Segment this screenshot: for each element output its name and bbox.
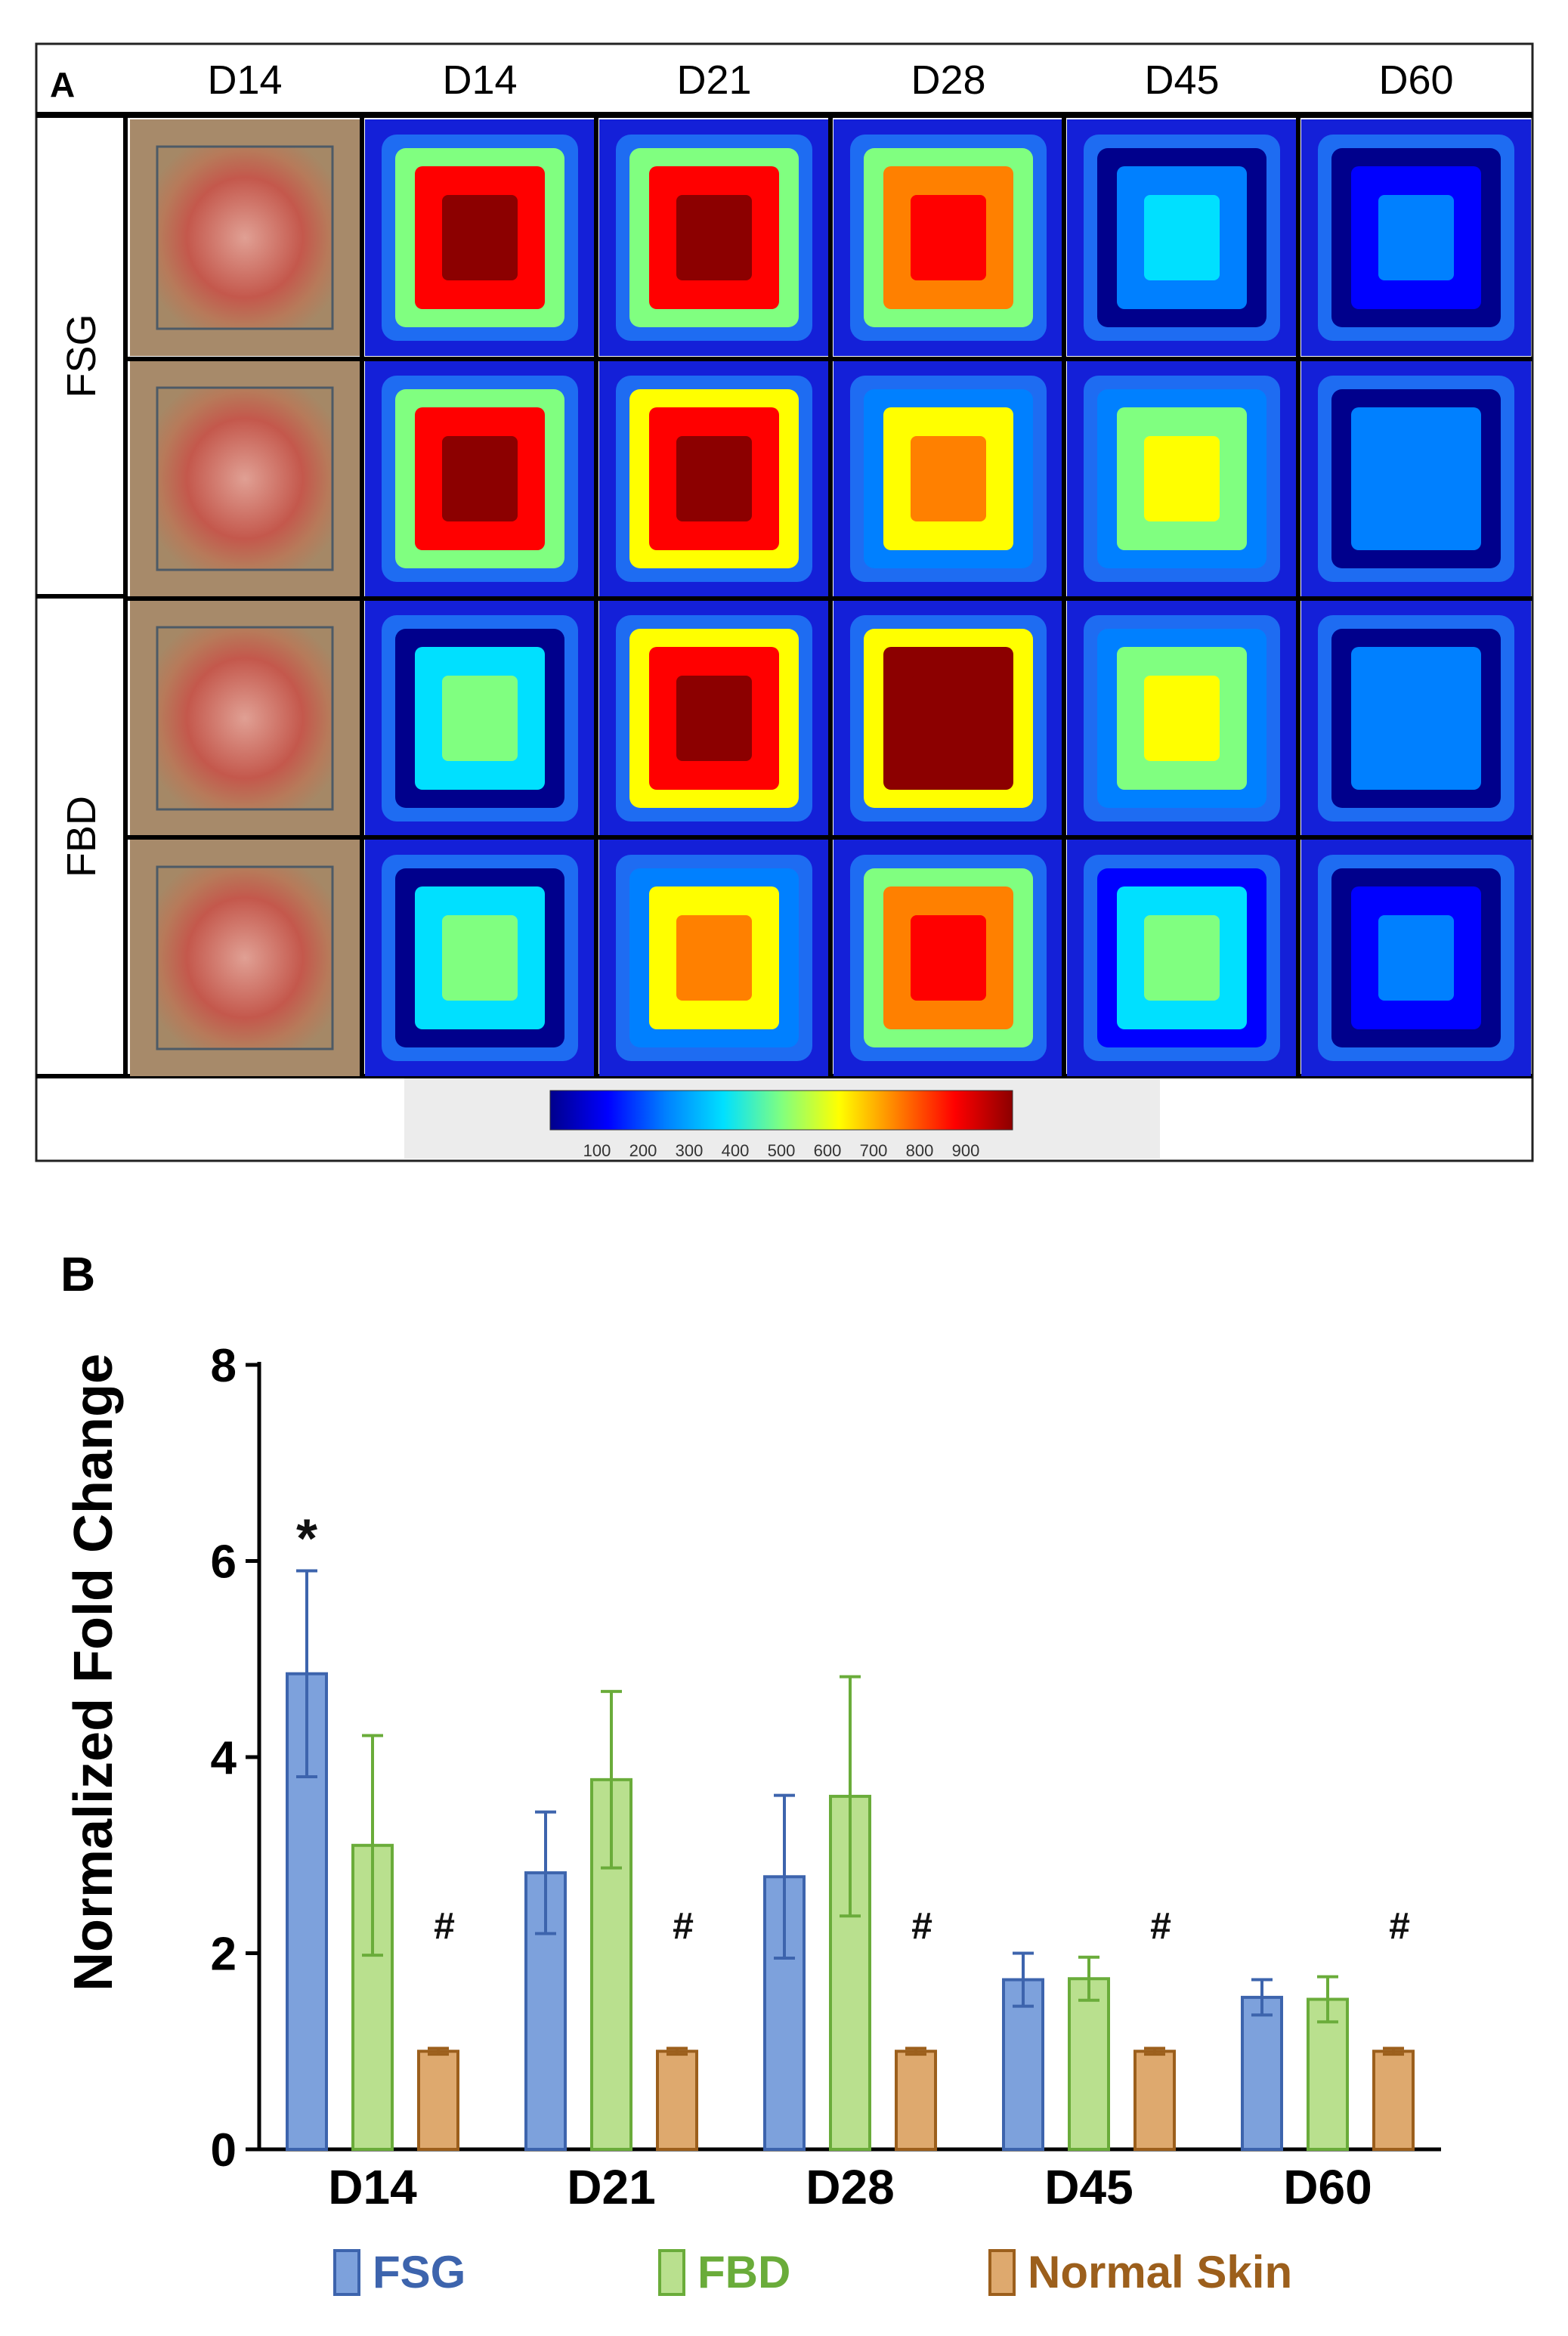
bar-normal-skin-d21: [656, 2050, 698, 2151]
significance-hash: #: [1150, 1905, 1171, 1948]
y-tick-label: 2: [211, 1929, 237, 1981]
perfusion-heatmap: [599, 119, 829, 356]
perfusion-heatmap: [1301, 840, 1531, 1076]
perfusion-heatmap: [833, 600, 1063, 837]
bar-fsg-d60: [1241, 1995, 1283, 2151]
y-tick-label: 6: [211, 1536, 237, 1589]
bar-marks: [286, 1569, 1415, 2152]
panel-a-label: A: [50, 65, 75, 104]
wound-photo: [130, 119, 360, 356]
colorbar-tick-label: 500: [768, 1141, 796, 1160]
legend-swatch: [333, 2249, 360, 2296]
bar-normal-skin-d28: [895, 2050, 937, 2151]
x-tick-label: D45: [1044, 2160, 1133, 2214]
legend-swatch: [988, 2249, 1016, 2296]
group-label: FBD: [59, 796, 104, 877]
significance-annotations: * # # # # #: [296, 1508, 1410, 1947]
legend-label: FBD: [697, 2247, 790, 2297]
perfusion-heatmap: [599, 840, 829, 1076]
column-header: D14: [207, 57, 282, 103]
perfusion-heatmap: [599, 600, 829, 837]
y-axis-label: Normalized Fold Change: [63, 1354, 124, 1991]
x-tick-label: D14: [328, 2160, 417, 2214]
significance-hash: #: [911, 1905, 932, 1948]
colorbar: [549, 1090, 1013, 1131]
column-header: D45: [1144, 57, 1219, 103]
y-axis-ticks: 0 2 4 6 8: [211, 1340, 259, 2177]
perfusion-heatmap: [1067, 840, 1297, 1076]
bar-normal-skin-d60: [1372, 2050, 1415, 2151]
colorbar-ticks: 100 200 300 400 500 600 700 800 900: [583, 1141, 980, 1160]
x-tick-label: D28: [806, 2160, 894, 2214]
colorbar-tick-label: 100: [583, 1141, 611, 1160]
x-tick-label: D60: [1283, 2160, 1372, 2214]
x-axis-tick-labels: D14 D21 D28 D45 D60: [328, 2160, 1372, 2214]
bar-fbd-d28: [829, 1794, 871, 2152]
perfusion-heatmap: [1301, 600, 1531, 837]
perfusion-heatmap: [833, 119, 1063, 356]
significance-hash: #: [673, 1905, 694, 1948]
legend-swatch: [658, 2249, 685, 2296]
legend-label: FSG: [373, 2247, 465, 2297]
panel-b-bar-chart: B Normalized Fold Change 0 2 4 6 8 D14 D21 D28…: [60, 1247, 1441, 2297]
perfusion-heatmap: [365, 360, 595, 597]
colorbar-tick-label: 800: [906, 1141, 934, 1160]
colorbar-tick-label: 300: [676, 1141, 704, 1160]
colorbar-tick-label: 700: [860, 1141, 888, 1160]
bar-fbd-d45: [1068, 1977, 1110, 2151]
image-grid: [125, 115, 1532, 1076]
panel-a-heatmap-figure: A D14 D14 D21 D28 D45 D60 FSG FBD 100 200 300 400…: [35, 42, 1534, 1162]
perfusion-heatmap: [365, 600, 595, 837]
colorbar-tick-label: 900: [952, 1141, 980, 1160]
y-tick-label: 4: [211, 1732, 237, 1784]
perfusion-heatmap: [1067, 360, 1297, 597]
bar-normal-skin-d14: [417, 2050, 459, 2151]
colorbar-tick-label: 200: [629, 1141, 657, 1160]
column-headers: D14 D14 D21 D28 D45 D60: [207, 57, 1453, 103]
significance-asterisk: *: [296, 1508, 317, 1569]
bar-normal-skin-d45: [1133, 2050, 1176, 2151]
perfusion-heatmap: [365, 119, 595, 356]
legend-item: FSG: [333, 2247, 465, 2297]
wound-photo: [130, 360, 360, 597]
column-header: D28: [911, 57, 985, 103]
perfusion-heatmap: [1067, 119, 1297, 356]
significance-hash: #: [1389, 1905, 1410, 1948]
colorbar-tick-label: 400: [722, 1141, 750, 1160]
perfusion-heatmap: [833, 360, 1063, 597]
perfusion-heatmap: [1067, 600, 1297, 837]
bar-fsg-d45: [1002, 1978, 1044, 2151]
y-tick-label: 8: [211, 1340, 237, 1392]
group-label: FSG: [59, 314, 104, 398]
column-header: D21: [676, 57, 751, 103]
significance-hash: #: [434, 1905, 455, 1948]
legend-item: Normal Skin: [988, 2247, 1292, 2297]
x-tick-label: D21: [567, 2160, 655, 2214]
perfusion-heatmap: [1301, 119, 1531, 356]
wound-photo: [130, 600, 360, 837]
perfusion-heatmap: [599, 360, 829, 597]
colorbar-tick-label: 600: [814, 1141, 842, 1160]
group-labels: FSG FBD: [59, 314, 104, 877]
legend-label: Normal Skin: [1028, 2247, 1292, 2297]
column-header: D14: [442, 57, 517, 103]
wound-photo: [130, 840, 360, 1076]
legend-item: FBD: [658, 2247, 790, 2297]
perfusion-heatmap: [833, 840, 1063, 1076]
column-header: D60: [1378, 57, 1453, 103]
legend: FSG FBD Normal Skin: [333, 2247, 1292, 2297]
perfusion-heatmap: [1301, 360, 1531, 597]
y-tick-label: 0: [211, 2124, 237, 2177]
perfusion-heatmap: [365, 840, 595, 1076]
panel-b-label: B: [60, 1247, 95, 1301]
